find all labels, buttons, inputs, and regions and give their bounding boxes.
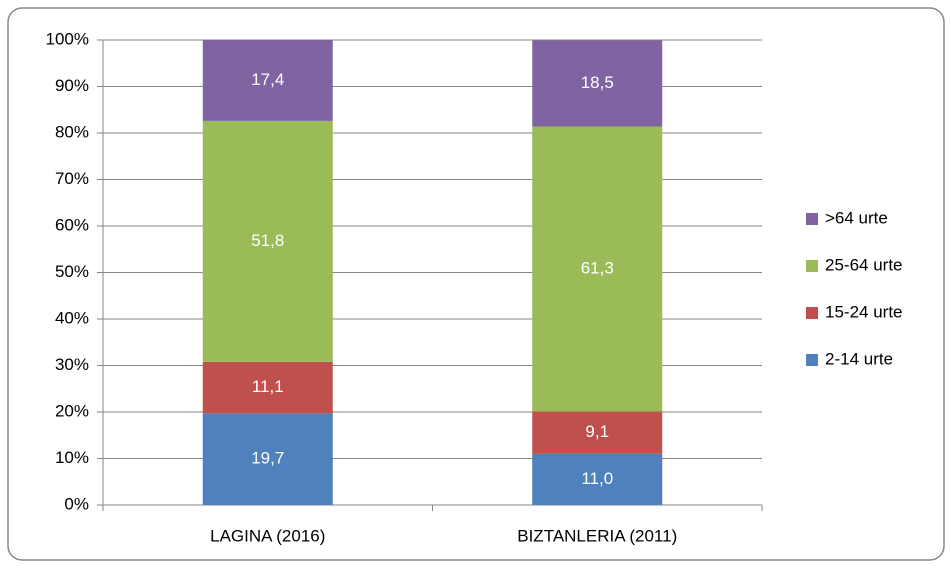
y-tick-label: 0% (64, 494, 89, 513)
legend-label: >64 urte (825, 208, 888, 227)
y-tick-label: 90% (55, 76, 89, 95)
legend-label: 2-14 urte (825, 349, 893, 368)
data-label: 11,1 (252, 377, 284, 396)
y-tick-label: 80% (55, 122, 89, 141)
data-label: 51,8 (251, 231, 284, 250)
bar-segment (532, 40, 663, 127)
y-tick-label: 60% (55, 215, 89, 234)
chart-border (7, 7, 945, 561)
data-label: 9,1 (585, 422, 609, 441)
bar-segment (202, 361, 333, 414)
y-tick-label: 10% (55, 448, 89, 467)
y-tick-label: 30% (55, 355, 89, 374)
bar-segment (532, 453, 663, 505)
legend-swatch (806, 307, 818, 319)
y-tick-label: 100% (46, 29, 89, 48)
y-tick-label: 20% (55, 401, 89, 420)
legend-swatch (806, 260, 818, 272)
y-tick-label: 40% (55, 308, 89, 327)
y-tick-label: 70% (55, 169, 89, 188)
legend-label: 25-64 urte (825, 255, 903, 274)
bar-segment (202, 40, 333, 121)
data-label: 19,7 (251, 449, 284, 468)
data-label: 11,0 (581, 469, 613, 488)
data-label: 18,5 (581, 73, 614, 92)
legend-swatch (806, 354, 818, 366)
bar-segment (532, 126, 663, 412)
legend-swatch (806, 213, 818, 225)
y-tick-label: 50% (55, 262, 89, 281)
data-label: 61,3 (581, 258, 614, 277)
x-tick-label: BIZTANLERIA (2011) (517, 526, 677, 545)
bar-segment (202, 413, 333, 505)
data-label: 17,4 (251, 70, 284, 89)
bar-segment (532, 411, 663, 454)
legend-label: 15-24 urte (825, 302, 903, 321)
x-tick-label: LAGINA (2016) (210, 526, 325, 545)
bar-segment (202, 120, 333, 362)
